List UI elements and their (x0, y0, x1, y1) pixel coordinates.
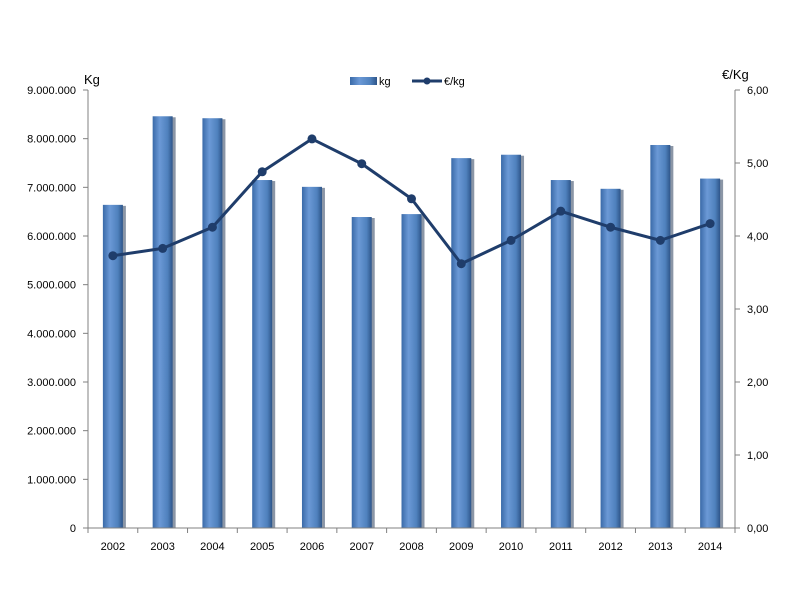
right-tick-label: 0,00 (747, 523, 768, 535)
x-tick-label: 2013 (648, 541, 672, 553)
bar-2002 (102, 204, 123, 528)
left-tick-label: 0 (70, 523, 76, 535)
x-tick-label: 2012 (598, 541, 622, 553)
left-tick-label: 8.000.000 (27, 134, 76, 146)
left-tick-label: 5.000.000 (27, 280, 76, 292)
line-point-2005 (257, 167, 267, 177)
left-tick-label: 9.000.000 (27, 85, 76, 97)
right-tick-label: 3,00 (747, 304, 768, 316)
legend-label-kg: kg (379, 76, 391, 88)
x-tick-label: 2008 (399, 541, 423, 553)
left-tick-label: 1.000.000 (27, 474, 76, 486)
bar-2014 (700, 178, 721, 528)
right-tick-label: 2,00 (747, 377, 768, 389)
bar-2009 (451, 158, 472, 528)
left-axis-title: Kg (84, 72, 100, 87)
left-tick-label: 3.000.000 (27, 377, 76, 389)
legend-label-eur-per-kg: €/kg (444, 76, 465, 88)
line-series-eur-per-kg (108, 134, 715, 269)
bar-2013 (650, 144, 671, 528)
legend-swatch-marker (423, 77, 431, 85)
line-point-2004 (207, 222, 217, 232)
line-point-2007 (357, 159, 367, 169)
right-tick-label: 4,00 (747, 231, 768, 243)
x-tick-label: 2011 (549, 541, 573, 553)
right-axis-title: €/Kg (722, 67, 749, 82)
line-point-2008 (407, 194, 416, 204)
bar-2011 (550, 180, 571, 529)
left-tick-label: 6.000.000 (27, 231, 76, 243)
line-point-2009 (456, 259, 466, 269)
left-tick-label: 7.000.000 (27, 182, 76, 194)
bar-2006 (301, 186, 322, 528)
bar-2010 (501, 154, 522, 528)
x-tick-label: 2014 (698, 541, 722, 553)
bar-2008 (401, 214, 422, 528)
right-axis-ticks: 0,00 1,00 2,00 3,00 4,00 5,00 6,00 (735, 85, 768, 535)
legend: kg €/kg (350, 76, 465, 88)
right-tick-label: 6,00 (747, 85, 768, 97)
x-tick-label: 2007 (349, 541, 373, 553)
line-point-2014 (705, 219, 715, 229)
line-point-2013 (655, 235, 665, 245)
bar-2003 (152, 116, 173, 528)
x-tick-label: 2005 (250, 541, 274, 553)
line-point-2002 (108, 251, 118, 261)
bar-2004 (202, 118, 223, 528)
legend-swatch-kg (350, 77, 377, 85)
x-axis-tick-labels: 2002 2003 2004 2005 2006 2007 2008 2009 2010 2011… (87, 528, 736, 553)
x-tick-label: 2009 (449, 541, 473, 553)
line-point-2006 (307, 134, 317, 144)
left-tick-label: 4.000.000 (27, 328, 76, 340)
bar-2005 (252, 180, 273, 529)
x-tick-label: 2010 (499, 541, 523, 553)
x-tick-label: 2002 (101, 541, 125, 553)
x-tick-label: 2003 (150, 541, 174, 553)
bar-2012 (600, 188, 621, 528)
line-point-2003 (158, 243, 168, 253)
bar-2007 (351, 217, 372, 528)
line-point-2011 (556, 206, 566, 216)
line-point-2010 (506, 235, 516, 245)
left-tick-label: 2.000.000 (27, 426, 76, 438)
right-tick-label: 1,00 (747, 450, 768, 462)
x-tick-label: 2006 (300, 541, 324, 553)
line-point-2012 (606, 222, 616, 232)
left-axis-ticks: 0 1.000.000 2.000.000 3.000.000 4.000.000 5.0… (27, 85, 88, 535)
bar-series-kg (102, 116, 724, 529)
x-tick-label: 2004 (200, 541, 224, 553)
right-tick-label: 5,00 (747, 158, 768, 170)
